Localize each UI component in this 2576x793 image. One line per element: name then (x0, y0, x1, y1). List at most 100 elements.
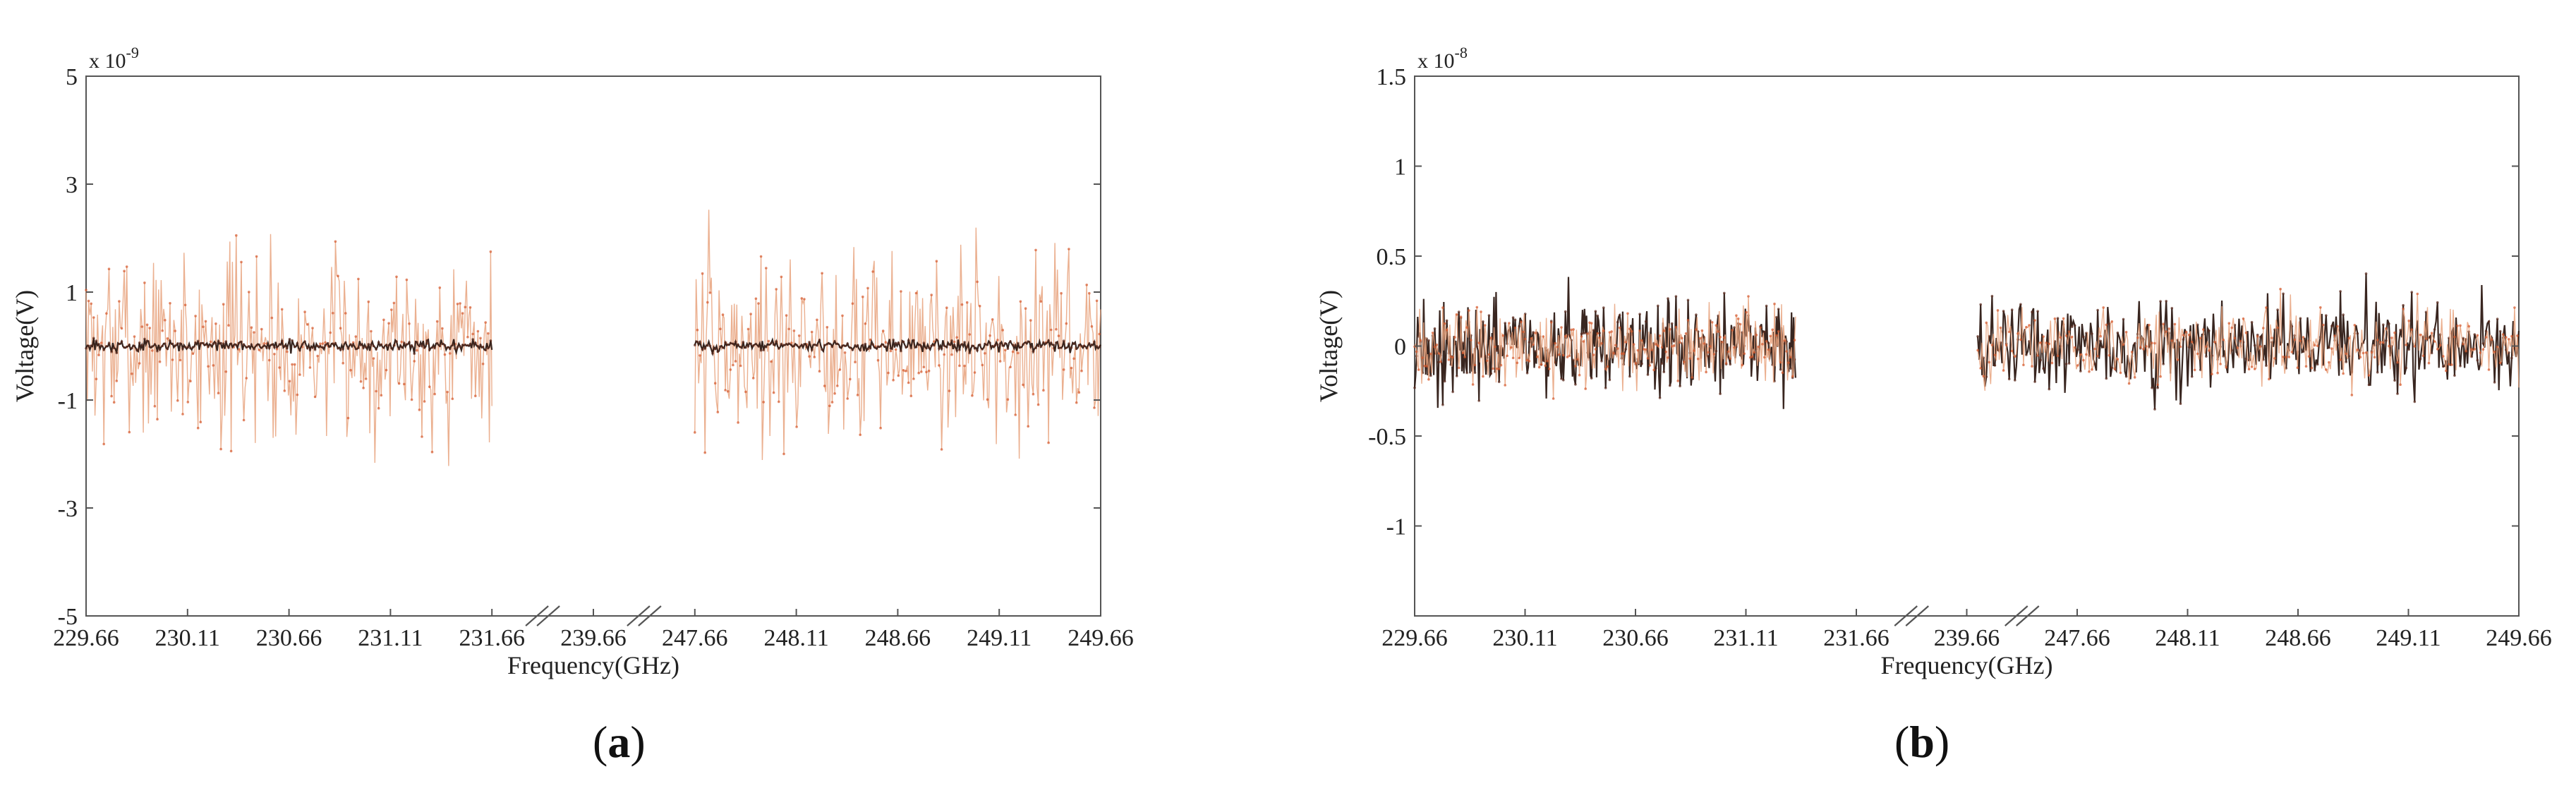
data-point (296, 393, 299, 396)
data-point (2036, 310, 2039, 313)
data-point (2493, 381, 2496, 384)
data-point (1979, 367, 1982, 370)
data-point (1437, 352, 1440, 355)
data-point (255, 344, 258, 347)
data-point (1634, 362, 1638, 365)
data-point (1781, 371, 1784, 375)
data-point (2156, 383, 2159, 387)
data-point (2076, 348, 2079, 351)
data-point (229, 449, 233, 453)
data-point (1755, 334, 1758, 337)
data-point (283, 389, 286, 392)
data-point (991, 318, 994, 321)
data-point (2479, 351, 2482, 354)
data-point (1055, 328, 1058, 331)
data-point (1672, 340, 1676, 343)
data-point (713, 347, 717, 351)
data-point (1019, 346, 1022, 349)
data-point (97, 353, 100, 357)
data-point (940, 448, 943, 451)
data-point (1047, 441, 1050, 444)
data-point (413, 360, 416, 363)
data-point (481, 363, 485, 365)
data-point (1034, 248, 1037, 252)
data-point (405, 278, 409, 282)
data-point (337, 274, 339, 278)
data-point (298, 349, 301, 352)
data-point (2424, 337, 2428, 340)
data-point (2322, 323, 2325, 327)
data-point (1570, 328, 1573, 332)
data-point (2268, 377, 2270, 381)
data-point (1004, 341, 1007, 345)
data-point (759, 255, 763, 258)
data-point (324, 344, 327, 347)
data-point (797, 346, 801, 349)
data-point (2050, 361, 2054, 365)
data-point (938, 347, 941, 350)
data-point (1783, 342, 1786, 345)
data-point (754, 342, 758, 346)
data-point (1465, 326, 1468, 329)
y-tick-label: 1 (66, 280, 78, 306)
data-point (2508, 351, 2510, 354)
data-point (476, 329, 480, 333)
data-point (237, 341, 241, 345)
data-point (1098, 346, 1101, 349)
data-point (2102, 306, 2105, 309)
data-point (1719, 392, 1722, 395)
data-point (1578, 373, 1581, 377)
data-point (2407, 348, 2410, 351)
data-point (724, 389, 727, 392)
data-point (1098, 332, 1101, 336)
data-point (808, 355, 811, 358)
data-point (716, 411, 720, 413)
data-point (1542, 359, 1545, 362)
data-point (2162, 322, 2165, 326)
data-point (2299, 339, 2302, 342)
data-point (2450, 363, 2453, 366)
data-point (935, 338, 938, 341)
data-point (1024, 307, 1027, 310)
data-point (179, 342, 182, 345)
data-point (1562, 379, 1565, 382)
data-point (765, 267, 768, 270)
data-point (2484, 336, 2488, 339)
data-point (996, 339, 999, 341)
data-point (1544, 364, 1547, 368)
data-point (1011, 344, 1015, 347)
data-point (2467, 325, 2470, 328)
data-point (1576, 358, 1579, 361)
data-point (2388, 322, 2390, 325)
data-point (1691, 376, 1693, 379)
data-point (1712, 353, 1716, 356)
data-point (1679, 385, 1681, 387)
data-point (115, 380, 119, 382)
data-point (227, 346, 230, 349)
data-point (349, 368, 352, 372)
x-tick-label: 239.66 (560, 625, 627, 651)
data-point (838, 346, 842, 349)
data-point (133, 335, 136, 338)
data-point (2170, 339, 2174, 342)
data-point (1736, 317, 1740, 320)
data-point (1572, 328, 1575, 331)
data-point (2376, 339, 2379, 341)
data-point (1036, 403, 1040, 406)
data-point (790, 341, 793, 344)
data-point (332, 342, 334, 345)
data-point (905, 370, 907, 373)
data-point (324, 341, 327, 344)
data-point (958, 349, 961, 351)
data-point (1990, 294, 1994, 298)
data-point (2082, 358, 2085, 362)
data-point (843, 351, 847, 354)
data-point (726, 343, 730, 346)
data-point (332, 312, 334, 315)
data-point (762, 349, 765, 352)
data-point (1761, 343, 1764, 346)
data-point (489, 250, 492, 253)
data-point (775, 288, 778, 291)
x-tick-label: 247.66 (2044, 625, 2110, 651)
data-point (1993, 364, 1997, 367)
